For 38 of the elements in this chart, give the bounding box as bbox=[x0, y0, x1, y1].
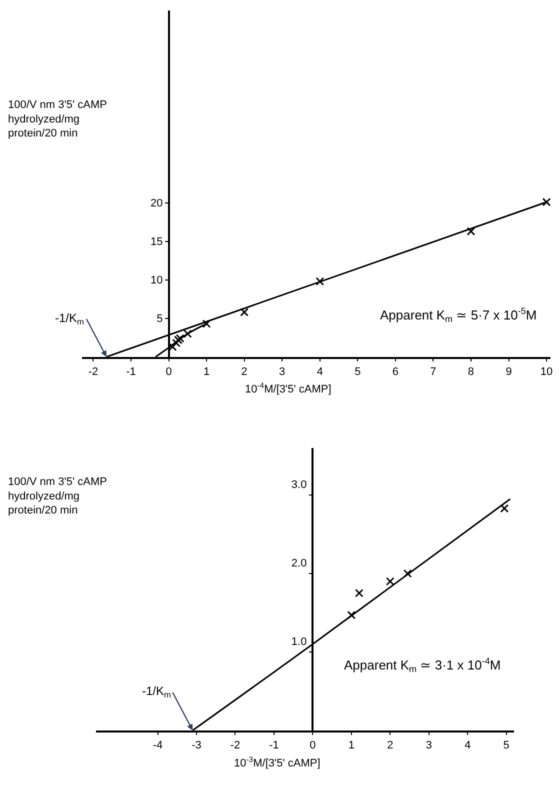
y-axis-title: 100/V nm 3'5' cAMP hydrolyzed/mg protein/20 min bbox=[8, 99, 107, 140]
x-axis-title: 10$^{-4}$M/[3'5' cAMP] bbox=[245, 381, 332, 396]
x-tick-label: 5 bbox=[354, 366, 361, 378]
x-tick-label: -4 bbox=[152, 739, 163, 752]
x-tick-label: 5 bbox=[503, 739, 510, 752]
x-tick-label: 3 bbox=[279, 366, 286, 378]
x-tick-label: 2 bbox=[241, 366, 248, 378]
y-tick-label: 15 bbox=[150, 236, 163, 248]
annotation: -1/K$_{m}$ bbox=[142, 684, 172, 700]
x-tick-label: 3 bbox=[426, 739, 432, 752]
y-tick-label: 2.0 bbox=[291, 557, 307, 570]
x-tick-label: 4 bbox=[464, 739, 471, 752]
x-tick-label: 2 bbox=[387, 739, 394, 752]
x-tick-label: 8 bbox=[468, 366, 474, 378]
x-tick-label: 10 bbox=[540, 366, 553, 378]
y-tick-label: 1.0 bbox=[291, 636, 307, 648]
x-tick-label: 0 bbox=[310, 739, 316, 752]
y-tick-label: 10 bbox=[150, 274, 163, 287]
y-tick-label: 20 bbox=[150, 198, 163, 210]
x-axis-title: 10$^{-3}$M/[3'5' cAMP] bbox=[234, 755, 320, 770]
annotation: -1/K$_{m}$ bbox=[55, 311, 84, 327]
x-tick-label: 7 bbox=[430, 366, 436, 378]
x-tick-label: 1 bbox=[348, 739, 354, 752]
x-tick-label: -1 bbox=[269, 739, 279, 752]
x-tick-label: -1 bbox=[126, 366, 136, 378]
x-tick-label: -3 bbox=[192, 739, 202, 752]
annotation: Apparent K$_{m}$ ≃ 5·7 x 10$^{-5}$M bbox=[380, 306, 537, 324]
y-tick-label: 3.0 bbox=[291, 478, 307, 491]
x-tick-label: 9 bbox=[506, 366, 512, 378]
x-tick-label: 1 bbox=[203, 366, 210, 378]
x-tick-label: 6 bbox=[392, 366, 398, 378]
y-axis-title: 100/V nm 3'5' cAMP hydrolyzed/mg protein/20 min bbox=[8, 476, 107, 517]
annotation: Apparent K$_{m}$ ≃ 3·1 x 10$^{-4}$M bbox=[344, 656, 501, 674]
x-tick-label: 0 bbox=[166, 366, 172, 378]
x-tick-label: -2 bbox=[88, 366, 98, 378]
x-tick-label: -2 bbox=[230, 739, 240, 752]
x-tick-label: 4 bbox=[316, 366, 323, 378]
y-tick-label: 5 bbox=[156, 313, 163, 326]
